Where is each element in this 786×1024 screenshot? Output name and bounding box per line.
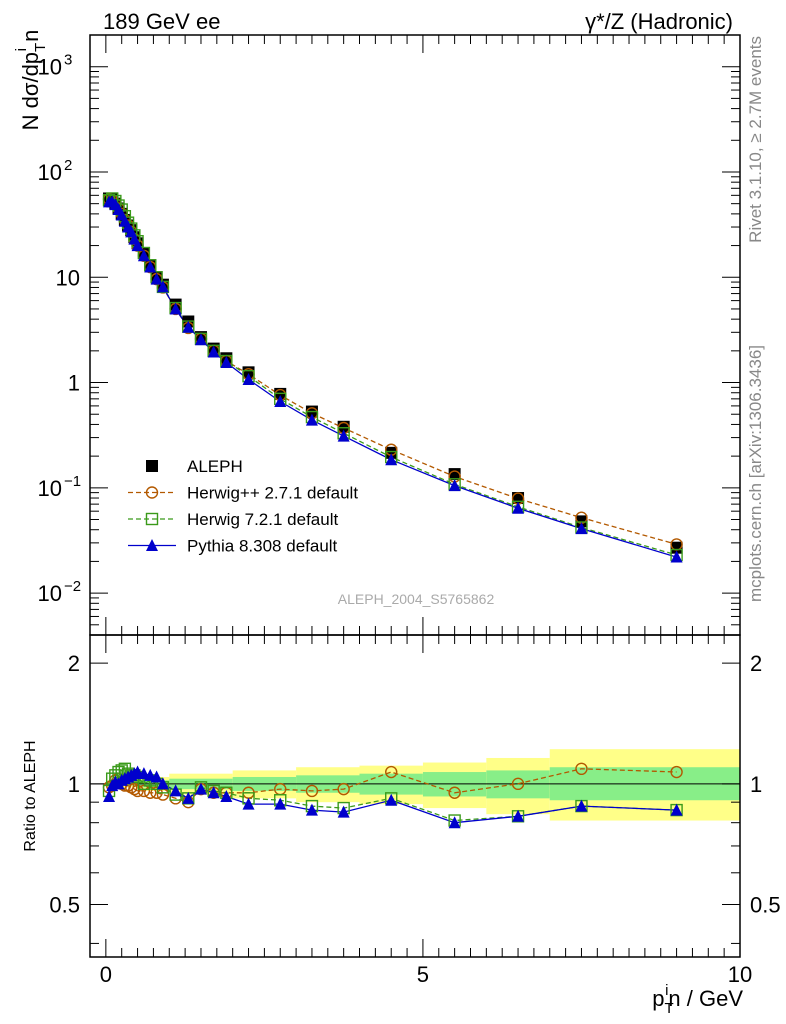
data-point-triangle xyxy=(150,770,163,783)
x-axis-ticks: 0 5 10 xyxy=(100,35,752,987)
top-y-tick-label: 10 xyxy=(38,476,62,501)
legend-label: Herwig++ 2.7.1 default xyxy=(187,484,358,503)
data-point-open-circle xyxy=(575,762,588,776)
top-y-tick-label: 10 xyxy=(38,581,62,606)
data-point-triangle xyxy=(448,816,461,829)
x-tick-label: 0 xyxy=(100,962,112,987)
data-point-open-circle xyxy=(385,765,398,779)
ratio-y-tick-label: 0.5 xyxy=(49,893,80,918)
data-point-triangle xyxy=(242,372,255,385)
ratio-plot-frame xyxy=(89,634,741,958)
header-right-label: γ*/Z (Hadronic) xyxy=(585,9,733,34)
data-point-open-circle xyxy=(337,782,350,796)
data-point-triangle xyxy=(337,805,350,818)
top-plot-series xyxy=(102,192,683,563)
top-y-tick-exponent: −1 xyxy=(64,473,81,490)
ratio-y-tick-label: 2 xyxy=(68,651,80,676)
data-point-triangle xyxy=(274,395,287,408)
data-point-open-circle xyxy=(448,786,461,799)
data-point-triangle xyxy=(156,777,169,790)
data-point-triangle xyxy=(575,799,588,812)
data-point-open-circle xyxy=(137,784,151,798)
ratio-series-line xyxy=(108,768,677,803)
data-point-triangle xyxy=(194,333,207,346)
data-point-open-circle xyxy=(145,486,159,499)
top-y-tick-label: 10 xyxy=(38,160,62,185)
data-point-open-circle xyxy=(305,784,319,798)
ratio-y-tick-label-right: 2 xyxy=(750,651,762,676)
ratio-y-axis-ticks: 0.5 0.5 1 1 2 2 xyxy=(49,651,781,944)
series-line xyxy=(108,198,677,546)
top-y-tick-exponent: 2 xyxy=(64,157,72,174)
legend-label: ALEPH xyxy=(187,457,243,476)
data-point-triangle xyxy=(385,793,398,806)
data-point-triangle xyxy=(670,550,683,563)
x-tick-label: 10 xyxy=(728,962,752,987)
data-point-square xyxy=(670,541,683,554)
data-point-triangle xyxy=(207,345,220,358)
top-y-tick-label: 1 xyxy=(68,371,80,396)
legend: ALEPH Herwig++ 2.7.1 default Herwig 7.2.1 … xyxy=(128,457,358,556)
ratio-y-tick-label-right: 0.5 xyxy=(750,893,781,918)
ratio-series-line xyxy=(108,767,677,822)
data-point-triangle xyxy=(448,479,461,492)
analysis-watermark: ALEPH_2004_S5765862 xyxy=(338,591,495,607)
data-point-triangle xyxy=(242,797,255,810)
data-point-triangle xyxy=(169,302,182,315)
ratio-plot-series xyxy=(102,762,683,829)
data-point-triangle xyxy=(169,784,182,797)
legend-label: Herwig 7.2.1 default xyxy=(187,510,338,529)
data-point-square xyxy=(385,446,398,459)
data-point-triangle xyxy=(182,791,195,804)
top-y-tick-exponent: 3 xyxy=(64,52,72,69)
ratio-y-axis-label: Ratio to ALEPH xyxy=(22,740,39,851)
x-axis-label: pTin / GeV xyxy=(652,982,743,1017)
top-y-tick-label: 10 xyxy=(56,265,80,290)
data-point-triangle xyxy=(670,803,683,816)
top-y-tick-label: 10 xyxy=(38,55,62,80)
data-point-triangle xyxy=(182,320,195,333)
data-point-open-square xyxy=(145,512,159,526)
header-left-label: 189 GeV ee xyxy=(103,9,220,34)
series-line xyxy=(108,197,677,556)
top-y-tick-exponent: −2 xyxy=(64,578,81,595)
data-point-triangle xyxy=(207,786,220,799)
data-point-open-circle xyxy=(670,765,683,779)
data-point-square xyxy=(146,460,158,472)
data-point-triangle xyxy=(150,272,163,285)
data-point-triangle xyxy=(575,522,588,535)
data-point-triangle xyxy=(274,797,287,810)
data-point-triangle xyxy=(144,260,157,273)
top-y-axis-label: N dσ/dpTi n xyxy=(13,30,49,131)
data-point-triangle xyxy=(305,803,318,816)
series-line xyxy=(109,201,677,558)
ratio-y-tick-label-right: 1 xyxy=(750,772,762,797)
data-point-triangle xyxy=(305,413,318,426)
data-point-triangle xyxy=(512,501,525,514)
data-point-triangle xyxy=(103,789,116,802)
data-point-open-circle xyxy=(144,786,157,799)
ratio-y-tick-label: 1 xyxy=(68,772,80,797)
data-point-triangle xyxy=(220,789,233,802)
data-point-triangle xyxy=(194,782,207,795)
data-point-triangle xyxy=(137,249,150,262)
rivet-version-label: Rivet 3.1.10, ≥ 2.7M events xyxy=(746,36,765,243)
data-point-triangle xyxy=(156,280,169,293)
data-point-triangle xyxy=(131,239,144,252)
data-point-triangle xyxy=(146,539,158,551)
legend-label: Pythia 8.308 default xyxy=(187,537,338,556)
data-point-triangle xyxy=(337,429,350,442)
data-point-open-circle xyxy=(511,777,525,791)
data-point-open-circle xyxy=(131,784,144,798)
data-point-square xyxy=(448,468,461,481)
x-tick-label: 5 xyxy=(417,962,429,987)
data-point-triangle xyxy=(512,809,525,822)
data-point-triangle xyxy=(385,453,398,466)
data-point-triangle xyxy=(220,356,233,369)
mcplots-label: mcplots.cern.ch [arXiv:1306.3436] xyxy=(746,345,765,602)
